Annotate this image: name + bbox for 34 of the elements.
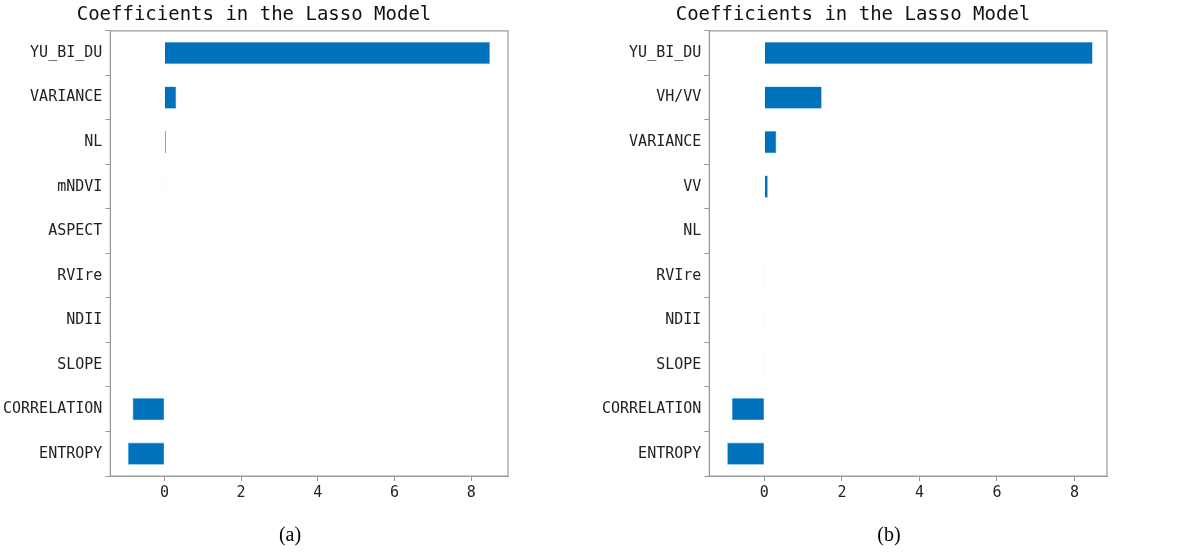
y-tick-label: SLOPE: [656, 354, 702, 373]
y-tick-label: ENTROPY: [638, 443, 702, 462]
y-tick-label: VARIANCE: [30, 87, 103, 106]
text: (b): [876, 523, 902, 546]
chart-title: Coefficients in the Lasso Model: [675, 2, 1031, 25]
y-tick-label: RVIre: [57, 265, 103, 284]
y-tick-label: VV: [683, 176, 702, 195]
y-tick-label: SLOPE: [57, 354, 103, 373]
y-tick-label: mNDVI: [57, 176, 103, 195]
y-tick-label: NDII: [665, 310, 702, 329]
y-tick-label: CORRELATION: [2, 399, 103, 418]
x-tick-label: 6: [389, 482, 400, 501]
text: (a): [277, 523, 303, 546]
y-tick-label: VARIANCE: [629, 131, 702, 150]
y-tick-label: ASPECT: [48, 221, 103, 240]
y-tick-label: NDII: [66, 310, 103, 329]
chart-title: Coefficients in the Lasso Model: [76, 2, 432, 25]
y-tick-label: CORRELATION: [601, 399, 702, 418]
x-tick-label: 8: [466, 482, 476, 501]
y-tick-label: YU_BI_DU: [629, 42, 702, 61]
x-tick-label: 8: [1069, 482, 1079, 501]
x-tick-label: 6: [992, 482, 1002, 501]
y-tick-label: NL: [84, 131, 103, 150]
x-tick-label: 4: [313, 482, 323, 501]
y-tick-label: ENTROPY: [39, 443, 103, 462]
x-tick-label: 2: [837, 482, 847, 501]
y-tick-label: NL: [683, 221, 702, 240]
x-tick-label: 0: [159, 482, 169, 501]
y-tick-label: RVIre: [656, 265, 702, 284]
x-tick-label: 0: [759, 482, 769, 501]
y-tick-label: YU_BI_DU: [30, 42, 103, 61]
x-tick-label: 4: [914, 482, 924, 501]
x-tick-label: 2: [236, 482, 246, 501]
y-tick-label: VH/VV: [656, 87, 702, 106]
